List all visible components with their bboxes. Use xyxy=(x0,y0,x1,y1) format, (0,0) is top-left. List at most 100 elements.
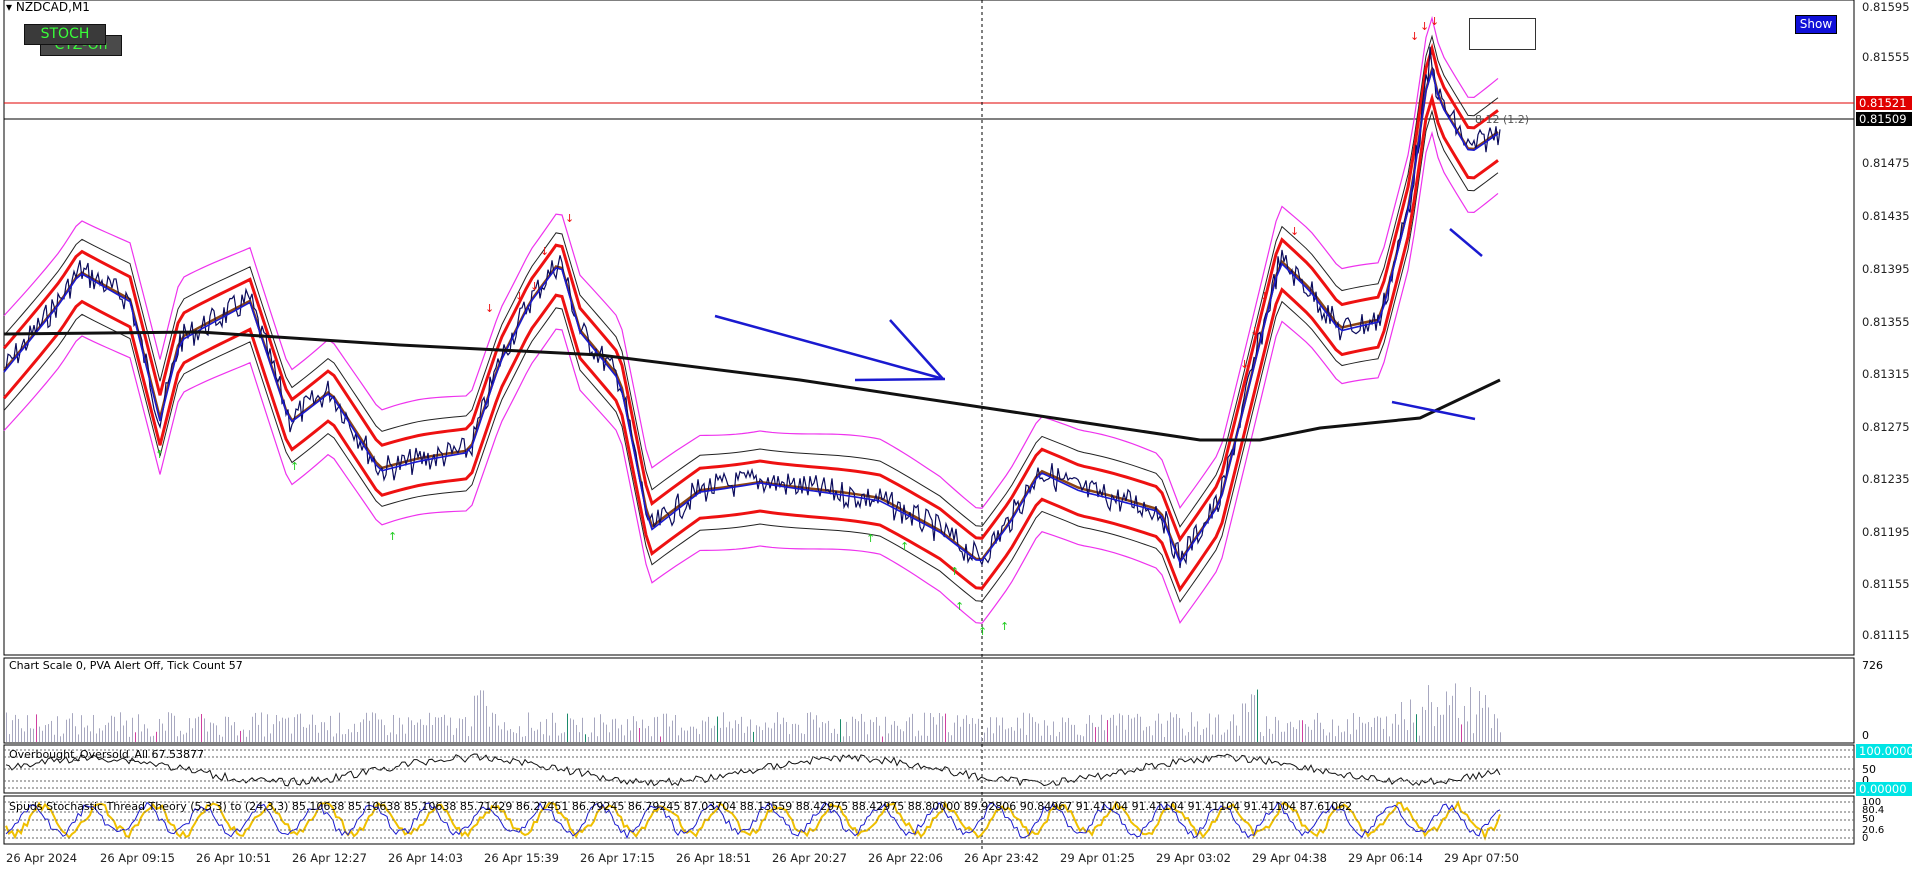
volume-bar xyxy=(834,728,835,742)
volume-bar xyxy=(621,724,622,742)
volume-bar xyxy=(267,714,268,742)
volume-bar xyxy=(1260,732,1261,742)
volume-bar xyxy=(150,736,151,742)
volume-bar xyxy=(681,727,682,742)
volume-bar xyxy=(942,716,943,742)
volume-bar xyxy=(612,719,613,742)
volume-bar xyxy=(1371,727,1372,742)
volume-bar xyxy=(375,713,376,742)
volume-bar xyxy=(993,733,994,742)
volume-bar xyxy=(1215,717,1216,742)
volume-bar xyxy=(1095,727,1096,742)
volume-bar xyxy=(1368,722,1369,742)
volume-bar xyxy=(744,732,745,742)
volume-bar xyxy=(933,717,934,742)
volume-bar xyxy=(1266,716,1267,742)
volume-bar xyxy=(1206,727,1207,742)
show-button[interactable]: Show xyxy=(1795,15,1837,34)
volume-bar xyxy=(660,736,661,742)
sell-arrow-icon: ↓ xyxy=(1260,290,1269,303)
volume-bar xyxy=(882,736,883,742)
volume-bar xyxy=(54,734,55,742)
volume-bar xyxy=(1488,707,1489,742)
volume-bar xyxy=(585,734,586,742)
volume-bar xyxy=(168,712,169,742)
dropdown-triangle-icon[interactable]: ▾ xyxy=(6,0,13,14)
volume-bar xyxy=(366,712,367,742)
volume-bar xyxy=(93,714,94,742)
long-moving-average xyxy=(3,330,1501,442)
volume-bar xyxy=(1074,724,1075,742)
volume-bar xyxy=(489,726,490,742)
volume-bar xyxy=(276,714,277,742)
volume-bar xyxy=(1230,721,1231,742)
volume-bar xyxy=(324,722,325,742)
volume-bar xyxy=(210,722,211,742)
volume-bar xyxy=(879,725,880,742)
sell-arrow-icon: ↓ xyxy=(565,212,574,225)
buy-arrow-icon: ↑ xyxy=(978,625,987,638)
volume-bar xyxy=(1278,720,1279,742)
volume-bar xyxy=(1284,731,1285,742)
volume-bar xyxy=(903,731,904,742)
obos-line xyxy=(5,753,1501,787)
volume-bar xyxy=(885,716,886,742)
volume-bar xyxy=(363,719,364,742)
volume-bar xyxy=(72,713,73,742)
volume-bar xyxy=(1026,734,1027,742)
volume-bar xyxy=(1317,712,1318,742)
volume-bar xyxy=(1200,734,1201,742)
volume-bar xyxy=(1386,716,1387,742)
volume-bar xyxy=(1296,728,1297,742)
volume-bar xyxy=(114,716,115,742)
volume-bar xyxy=(531,727,532,742)
sell-arrow-icon: ↓ xyxy=(485,302,494,315)
volume-bar xyxy=(384,725,385,742)
volume-bar xyxy=(162,723,163,742)
volume-bar xyxy=(24,731,25,742)
stoch-scale-20: 20.6 xyxy=(1862,825,1885,836)
volume-bar xyxy=(1005,729,1006,742)
stoch-main-line xyxy=(5,800,1501,841)
volume-bar xyxy=(756,725,757,742)
volume-bar xyxy=(222,736,223,742)
volume-bar xyxy=(1113,714,1114,742)
volume-bar xyxy=(771,728,772,742)
volume-max-label: 726 xyxy=(1862,659,1883,672)
volume-bar xyxy=(912,713,913,742)
volume-bar xyxy=(615,718,616,742)
volume-bar xyxy=(708,716,709,742)
price-tag-black: 0.81509 xyxy=(1856,112,1912,126)
volume-bar xyxy=(1128,714,1129,742)
volume-bar xyxy=(1059,731,1060,742)
stoch-button[interactable]: STOCH xyxy=(24,24,106,45)
bollinger-inner-upper xyxy=(3,34,1499,528)
volume-bar xyxy=(825,723,826,742)
volume-bar xyxy=(750,719,751,742)
volume-bar xyxy=(564,732,565,742)
volume-bar xyxy=(1500,732,1501,742)
volume-bar xyxy=(1416,714,1417,742)
volume-bar xyxy=(225,716,226,742)
volume-bar xyxy=(1119,713,1120,742)
volume-bar xyxy=(75,726,76,742)
volume-bar xyxy=(132,717,133,742)
volume-bar xyxy=(1485,695,1486,742)
symbol-title-text: NZDCAD,M1 xyxy=(15,0,90,14)
volume-bar xyxy=(819,727,820,742)
volume-bar xyxy=(39,726,40,742)
volume-bar xyxy=(477,695,478,742)
cursor-readout: 8 12 (1.2) xyxy=(1475,113,1530,126)
volume-bar xyxy=(657,716,658,742)
volume-bar xyxy=(1452,695,1453,742)
volume-bar xyxy=(1068,717,1069,742)
volume-bar xyxy=(48,724,49,742)
volume-bar xyxy=(414,725,415,742)
volume-bar xyxy=(870,719,871,742)
volume-bar xyxy=(240,730,241,742)
volume-bar xyxy=(402,724,403,742)
volume-bar xyxy=(552,712,553,742)
volume-bar xyxy=(495,713,496,742)
volume-bar xyxy=(924,712,925,742)
